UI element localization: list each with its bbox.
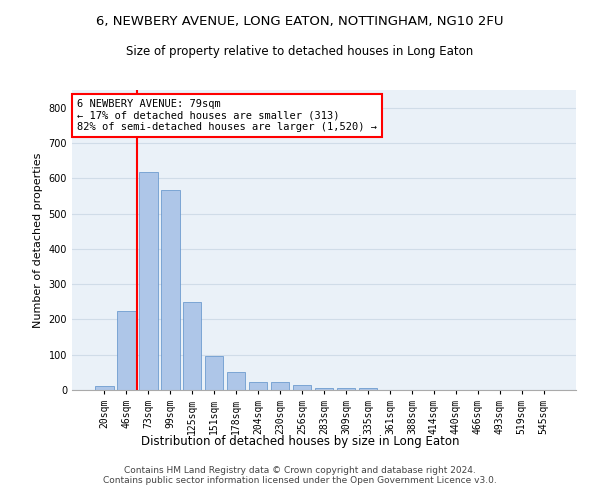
Bar xyxy=(314,388,334,390)
Text: 6 NEWBERY AVENUE: 79sqm
← 17% of detached houses are smaller (313)
82% of semi-d: 6 NEWBERY AVENUE: 79sqm ← 17% of detache… xyxy=(77,99,377,132)
Bar xyxy=(183,302,202,390)
Text: Distribution of detached houses by size in Long Eaton: Distribution of detached houses by size … xyxy=(141,435,459,448)
Bar xyxy=(359,388,377,390)
Bar xyxy=(205,356,223,390)
Text: Size of property relative to detached houses in Long Eaton: Size of property relative to detached ho… xyxy=(127,45,473,58)
Text: Contains HM Land Registry data © Crown copyright and database right 2024.
Contai: Contains HM Land Registry data © Crown c… xyxy=(103,466,497,485)
Text: 6, NEWBERY AVENUE, LONG EATON, NOTTINGHAM, NG10 2FU: 6, NEWBERY AVENUE, LONG EATON, NOTTINGHA… xyxy=(96,15,504,28)
Bar xyxy=(227,372,245,390)
Bar xyxy=(139,172,158,390)
Bar xyxy=(249,382,268,390)
Bar xyxy=(117,310,136,390)
Bar xyxy=(271,382,289,390)
Bar xyxy=(161,190,179,390)
Bar xyxy=(337,388,355,390)
Bar xyxy=(293,386,311,390)
Y-axis label: Number of detached properties: Number of detached properties xyxy=(33,152,43,328)
Bar xyxy=(95,386,113,390)
